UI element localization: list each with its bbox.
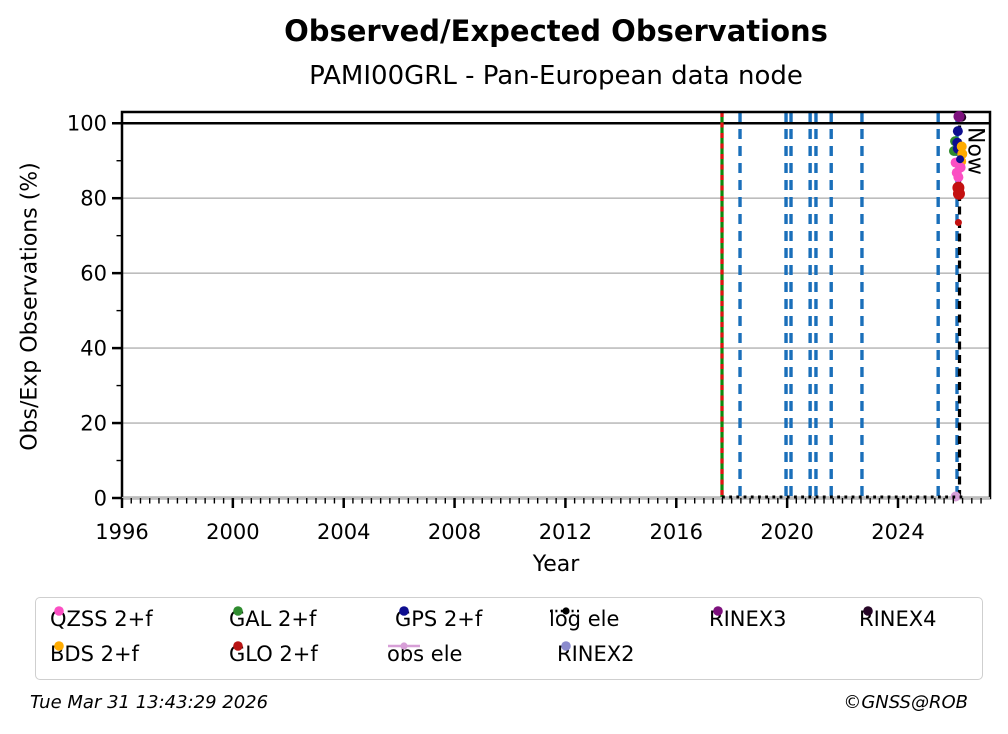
legend-marker-dot-rinex4	[863, 606, 873, 616]
data-point-bds-2-f	[956, 141, 967, 152]
legend-label-qzss-2-f: QZSS 2+f	[50, 607, 153, 631]
legend-label-gal-2-f: GAL 2+f	[229, 607, 317, 631]
legend-marker-dot-gps-2-f	[399, 606, 409, 616]
legend-marker-solid-line-obs-ele	[388, 642, 420, 650]
legend-label-gps-2-f: GPS 2+f	[395, 607, 483, 631]
y-tick-label: 80	[80, 187, 107, 211]
legend: QZSS 2+f BDS 2+f GAL 2+f GLO 2+f GPS 2+f obs …	[35, 597, 983, 680]
legend-marker-dot-glo-2-f	[233, 641, 243, 651]
y-tick-label: 60	[80, 262, 107, 286]
data-point-glo-2-f	[954, 219, 962, 227]
x-tick-label: 2008	[428, 520, 481, 544]
x-axis-label: Year	[532, 552, 580, 577]
y-tick-label: 20	[80, 412, 107, 436]
data-point-gps-2-f	[952, 126, 963, 137]
legend-item-rinex4: RINEX4	[859, 604, 937, 634]
y-tick-label: 0	[94, 487, 107, 511]
legend-marker-dot-qzss-2-f	[54, 606, 64, 616]
now-label: Now	[963, 127, 988, 175]
data-point-glo-2-f	[952, 187, 965, 200]
x-tick-label: 2000	[206, 520, 259, 544]
legend-label-bds-2-f: BDS 2+f	[50, 642, 139, 666]
legend-item-bds-2-f: BDS 2+f	[50, 639, 139, 669]
chart-title: Observed/Expected Observations	[284, 14, 828, 48]
x-tick-label: 2012	[539, 520, 592, 544]
legend-item-qzss-2-f: QZSS 2+f	[50, 604, 153, 634]
footer-timestamp: Tue Mar 31 13:43:29 2026	[30, 692, 269, 713]
legend-item-gps-2-f: GPS 2+f	[395, 604, 482, 634]
legend-marker-dot-bds-2-f	[54, 641, 64, 651]
legend-item-rinex3: RINEX3	[709, 604, 787, 634]
x-tick-label: 2020	[760, 520, 813, 544]
x-tick-label: 1996	[95, 520, 148, 544]
legend-item-glo-2-f: GLO 2+f	[229, 639, 318, 669]
data-point-rinex3	[953, 110, 965, 122]
legend-marker-dot-rinex2	[561, 641, 571, 651]
footer-copyright: ©GNSS@ROB	[843, 692, 968, 713]
legend-item-gal-2-f: GAL 2+f	[229, 604, 316, 634]
legend-marker-dot-gal-2-f	[233, 606, 243, 616]
legend-item-log-ele: log ele	[549, 604, 619, 634]
plot-canvas: 1996 2000 2004 2008 2012 2016 2020 2024 0 20 40 60 8…	[67, 110, 992, 544]
legend-item-rinex2: RINEX2	[557, 639, 635, 669]
x-tick-label: 2016	[650, 520, 703, 544]
y-tick-label: 40	[80, 337, 107, 361]
legend-marker-dot-rinex3	[713, 606, 723, 616]
legend-label-log-ele: log ele	[549, 607, 620, 631]
plot-border	[120, 110, 992, 500]
legend-item-obs-ele: obs ele	[387, 639, 462, 669]
legend-label-glo-2-f: GLO 2+f	[229, 642, 318, 666]
data-point-qzss-2-f	[953, 172, 964, 183]
y-tick-label: 100	[67, 112, 107, 136]
obs-ele-point	[950, 491, 961, 502]
x-tick-label: 2004	[317, 520, 370, 544]
x-tick-label: 2024	[871, 520, 924, 544]
data-point-gps-2-f	[956, 155, 965, 164]
legend-marker-dotted-line-log-ele	[550, 607, 582, 615]
chart-subtitle: PAMI00GRL - Pan-European data node	[309, 61, 803, 91]
